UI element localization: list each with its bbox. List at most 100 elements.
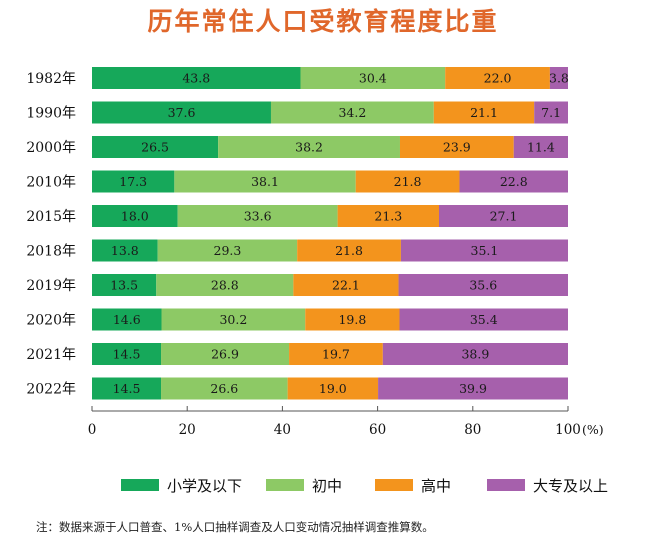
bar-segment — [92, 239, 158, 262]
data-label: 14.5 — [113, 347, 141, 362]
legend-label: 初中 — [312, 477, 342, 495]
bar-segment — [398, 274, 568, 296]
bar-segment — [399, 136, 514, 158]
bar-segment — [287, 377, 379, 400]
bar-segment — [400, 239, 568, 262]
data-label: 26.5 — [141, 140, 169, 155]
bar-segment — [439, 205, 568, 227]
legend-label: 大专及以上 — [533, 477, 608, 495]
data-label: 26.9 — [211, 347, 239, 362]
bar-segment — [92, 136, 219, 158]
bar-segment — [92, 101, 271, 124]
data-label: 37.6 — [168, 105, 196, 120]
legend-label: 高中 — [421, 477, 451, 495]
category-label: 1982年 — [26, 71, 76, 87]
data-label: 35.1 — [471, 243, 499, 258]
data-label: 43.8 — [182, 71, 210, 86]
data-label: 17.3 — [119, 174, 147, 189]
x-unit-label: (%) — [582, 422, 604, 437]
data-label: 39.9 — [459, 381, 487, 396]
bar-segment — [297, 239, 401, 262]
bar-segment — [459, 170, 568, 193]
data-label: 22.1 — [332, 278, 360, 293]
category-label: 2021年 — [26, 347, 76, 363]
data-label: 13.5 — [110, 278, 138, 293]
x-tick-label: 40 — [274, 422, 291, 438]
category-label: 2018年 — [26, 244, 76, 260]
data-label: 14.6 — [113, 312, 141, 327]
data-label: 26.6 — [210, 381, 238, 396]
data-label: 19.0 — [319, 381, 347, 396]
data-label: 13.8 — [111, 243, 139, 258]
bar-segment — [92, 170, 175, 193]
x-tick-label: 100 — [555, 422, 581, 438]
legend-swatch — [487, 479, 525, 491]
data-label: 34.2 — [338, 105, 366, 120]
bar-segment — [355, 170, 460, 193]
bar-segment — [513, 136, 568, 158]
x-tick-label: 20 — [179, 422, 196, 438]
x-tick-label: 80 — [464, 422, 481, 438]
x-tick-label: 0 — [88, 422, 97, 438]
data-label: 29.3 — [214, 243, 242, 258]
data-label: 38.1 — [251, 174, 279, 189]
category-label: 2015年 — [26, 209, 76, 225]
data-label: 21.8 — [394, 174, 422, 189]
category-label: 2022年 — [26, 382, 76, 398]
bar-segment — [174, 170, 356, 193]
data-label: 33.6 — [244, 209, 272, 224]
data-label: 38.9 — [461, 347, 489, 362]
data-label: 21.8 — [335, 243, 363, 258]
data-label: 14.5 — [113, 381, 141, 396]
category-label: 2019年 — [26, 278, 76, 294]
data-label: 22.0 — [484, 71, 512, 86]
bar-segment — [218, 136, 400, 158]
bar-segment — [92, 67, 301, 89]
bar-segment — [92, 343, 162, 365]
data-label: 27.1 — [490, 209, 518, 224]
bar-segment — [92, 308, 162, 331]
legend-label: 小学及以下 — [167, 477, 242, 495]
bar-segment — [549, 67, 568, 89]
bar-segment — [157, 239, 298, 262]
bar-segment — [161, 377, 288, 400]
bar-segment — [92, 274, 157, 296]
data-label: 35.6 — [469, 278, 497, 293]
data-label: 30.2 — [219, 312, 247, 327]
bar-segment — [293, 274, 399, 296]
category-label: 2020年 — [26, 313, 76, 329]
category-label: 2000年 — [26, 140, 76, 156]
bar-segment — [161, 308, 306, 331]
data-label: 11.4 — [527, 140, 555, 155]
bar-segment — [161, 343, 290, 365]
bar-segment — [382, 343, 568, 365]
bar-segment — [92, 205, 178, 227]
data-label: 38.2 — [295, 140, 323, 155]
bar-segment — [270, 101, 434, 124]
bar-segment — [399, 308, 568, 331]
data-label: 3.8 — [549, 71, 569, 86]
bar-segment — [300, 67, 446, 89]
data-label: 19.8 — [338, 312, 366, 327]
bar-segment — [378, 377, 568, 400]
data-label: 21.3 — [374, 209, 402, 224]
bar-segment — [177, 205, 338, 227]
bar-segment — [337, 205, 440, 227]
bar-segment — [156, 274, 294, 296]
bar-segment — [445, 67, 550, 89]
data-label: 22.8 — [500, 174, 528, 189]
bar-segment — [534, 101, 568, 124]
category-label: 2010年 — [26, 175, 76, 191]
legend-swatch — [266, 479, 304, 491]
data-label: 28.8 — [211, 278, 239, 293]
chart-title: 历年常住人口受教育程度比重 — [147, 7, 499, 36]
data-label: 23.9 — [443, 140, 471, 155]
bar-segment — [92, 377, 162, 400]
legend-swatch — [121, 479, 159, 491]
bar-segment — [433, 101, 535, 124]
legend-swatch — [375, 479, 413, 491]
bar-segment — [289, 343, 383, 365]
data-label: 18.0 — [121, 209, 149, 224]
data-label: 35.4 — [470, 312, 498, 327]
